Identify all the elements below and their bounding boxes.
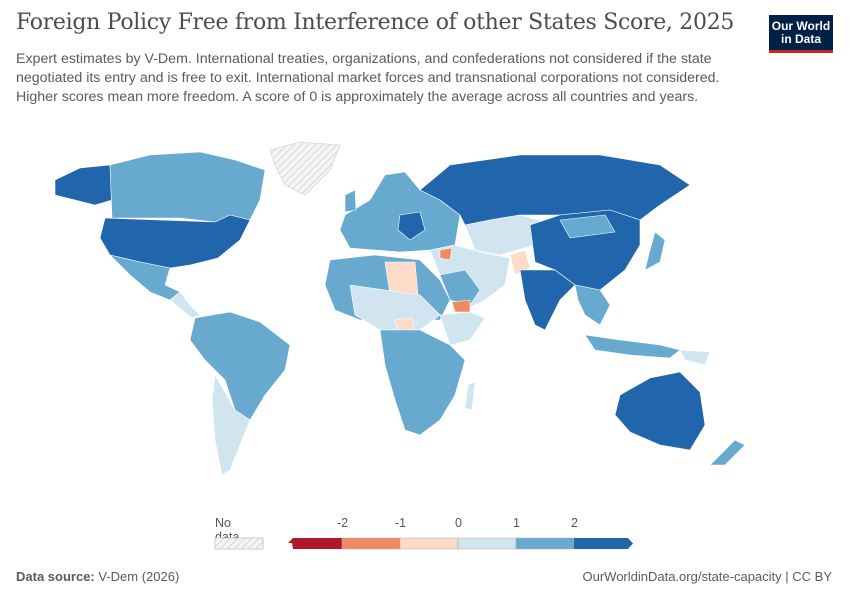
region-horn-of-africa[interactable] — [439, 311, 486, 346]
data-source-label: Data source: — [16, 569, 95, 584]
legend-tick: 1 — [513, 516, 520, 530]
footer-link[interactable]: OurWorldinData.org/state-capacity | CC B… — [582, 569, 832, 584]
legend-bin-1-to-2[interactable] — [515, 537, 575, 550]
legend-tick: 2 — [571, 516, 578, 530]
legend-tick: 0 — [455, 516, 462, 530]
region-argentina-chile[interactable] — [211, 374, 251, 476]
region-syria[interactable] — [439, 247, 453, 261]
legend-bin-0-to-1[interactable] — [457, 537, 517, 550]
region-alaska[interactable] — [54, 164, 113, 206]
legend-bin-below-minus2[interactable] — [288, 538, 342, 549]
region-uk[interactable] — [344, 189, 357, 213]
region-russia[interactable] — [419, 154, 691, 226]
region-africa-south[interactable] — [379, 329, 466, 436]
region-indonesia[interactable] — [584, 334, 681, 359]
region-canada[interactable] — [109, 151, 266, 223]
region-south-america-north[interactable] — [189, 311, 291, 421]
region-greenland[interactable] — [269, 141, 341, 196]
world-map[interactable] — [0, 130, 850, 510]
legend-bin-above-2[interactable] — [574, 538, 633, 549]
region-afghanistan[interactable] — [509, 249, 531, 276]
region-libya[interactable] — [384, 261, 419, 296]
chart-subtitle: Expert estimates by V-Dem. International… — [16, 51, 720, 105]
region-mongolia[interactable] — [559, 214, 616, 239]
region-eastern-europe[interactable] — [397, 211, 426, 241]
region-usa[interactable] — [99, 214, 251, 269]
legend-no-data-swatch[interactable] — [214, 537, 264, 550]
region-saudi-arabia[interactable] — [439, 269, 481, 306]
chart-title: Foreign Policy Free from Interference of… — [16, 10, 735, 35]
region-sahel[interactable] — [349, 284, 441, 331]
region-japan[interactable] — [644, 231, 666, 271]
region-png[interactable] — [679, 349, 711, 366]
owid-logo[interactable]: Our World in Data — [769, 15, 833, 53]
region-india[interactable] — [519, 269, 576, 331]
legend-bar — [214, 537, 633, 550]
region-southeast-asia[interactable] — [574, 284, 611, 326]
legend-tick: -2 — [337, 516, 349, 530]
legend-tick: -1 — [395, 516, 407, 530]
region-australia[interactable] — [614, 371, 706, 451]
legend-bin-minus1-to-0[interactable] — [399, 537, 459, 550]
region-europe[interactable] — [339, 171, 461, 253]
data-source: Data source: V-Dem (2026) — [16, 569, 179, 584]
region-yemen[interactable] — [451, 299, 471, 313]
region-new-zealand[interactable] — [709, 439, 746, 466]
region-madagascar[interactable] — [464, 381, 476, 411]
legend-bin-minus2-to-minus1[interactable] — [341, 537, 401, 550]
data-source-value[interactable]: V-Dem (2026) — [98, 569, 180, 584]
region-central-america[interactable] — [169, 291, 201, 319]
